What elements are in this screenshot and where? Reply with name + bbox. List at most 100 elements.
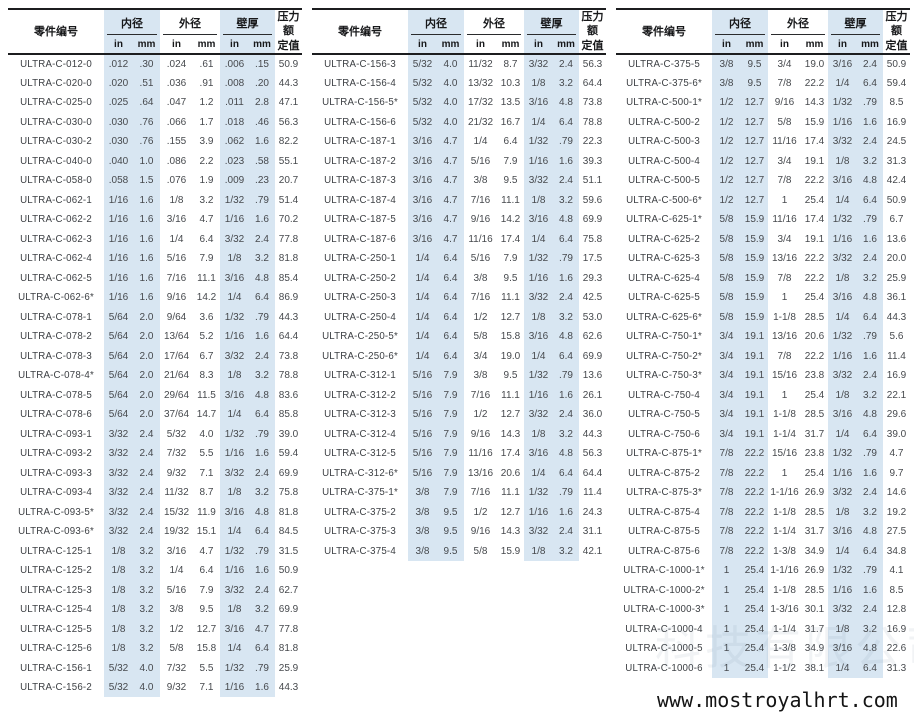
col-header-outer-diameter: 外径: [160, 9, 220, 35]
value-cell: 1/2: [712, 170, 741, 191]
col-header-mm: mm: [193, 35, 220, 55]
value-cell: 25.4: [804, 389, 825, 401]
table-row: ULTRA-C-875-6 7/8 22.2 1-3/8 34.9 1/4 6.4 34.8: [616, 541, 910, 561]
value-cell: .008: [220, 73, 249, 93]
table-row: ULTRA-C-030-0 .030.76 .066 1.7 .018.46 56.3: [8, 112, 302, 132]
table-row: ULTRA-C-750-6 3/4 19.1 1-1/4 31.7 1/4 6.4 39.0: [616, 424, 910, 444]
value-cell: 3/8: [408, 521, 437, 542]
value-cell: 5/64: [104, 404, 133, 425]
value-cell: 4.7: [889, 448, 904, 460]
part-number-cell: ULTRA-C-375-2: [324, 506, 396, 518]
table-row: ULTRA-C-250-6* 1/4 6.4 3/4 19.0 1/4 6.4 69.9: [312, 346, 606, 366]
value-cell: 4.8: [249, 268, 275, 288]
value-cell: 56.3: [278, 116, 299, 128]
part-number-cell: ULTRA-C-125-3: [20, 584, 92, 596]
value-cell: 1: [712, 580, 741, 600]
value-cell: 4.8: [249, 502, 275, 522]
table-row: ULTRA-C-125-4 1/8 3.2 3/8 9.5 1/8 3.2 69.9: [8, 599, 302, 620]
value-cell: 19.0: [804, 58, 825, 70]
value-cell: 9.5: [437, 502, 464, 522]
value-cell: 69.9: [582, 350, 603, 362]
value-cell: 1/32: [524, 482, 553, 503]
value-cell: 19.1: [804, 233, 825, 245]
value-cell: 25.9: [278, 662, 299, 674]
value-cell: 3.2: [133, 541, 160, 561]
table-row: ULTRA-C-1000-4 1 25.4 1-1/4 31.7 1/8 3.2 16.9: [616, 619, 910, 639]
value-cell: 5/16: [166, 584, 187, 596]
value-cell: 5/8: [712, 268, 741, 288]
value-cell: .79: [553, 131, 579, 152]
table-row: ULTRA-C-125-6 1/8 3.2 5/8 15.8 1/4 6.4 81.8: [8, 638, 302, 659]
value-cell: 3.2: [133, 638, 160, 659]
value-cell: 3/32: [828, 599, 857, 620]
value-cell: 17.5: [582, 253, 603, 265]
value-cell: 24.3: [582, 506, 603, 518]
value-cell: 3.2: [133, 560, 160, 581]
value-cell: .76: [133, 131, 160, 152]
value-cell: 6.4: [437, 248, 464, 269]
table-row: ULTRA-C-125-2 1/8 3.2 1/4 6.4 1/16 1.6 50.9: [8, 560, 302, 581]
part-number-cell: ULTRA-C-500-4: [628, 155, 700, 167]
table-row: ULTRA-C-078-3 5/64 2.0 17/64 6.7 3/32 2.4 73.8: [8, 346, 302, 366]
value-cell: .61: [199, 58, 214, 70]
value-cell: 3.2: [133, 599, 160, 620]
value-cell: 11.9: [197, 506, 216, 518]
value-cell: 15.9: [741, 229, 768, 249]
value-cell: 1/8: [220, 365, 249, 386]
table-row: ULTRA-C-1000-1* 1 25.4 1-1/16 26.9 1/32.79 4.1: [616, 560, 910, 581]
value-cell: 7/16: [470, 487, 491, 499]
value-cell: 5/8: [712, 209, 741, 230]
value-cell: 19.2: [886, 506, 907, 518]
value-cell: 1/8: [220, 599, 249, 620]
value-cell: 2.4: [553, 521, 579, 542]
value-cell: 31.7: [804, 428, 825, 440]
col-header-in: in: [104, 35, 133, 55]
value-cell: 3/32: [524, 53, 553, 74]
value-cell: 25.4: [804, 467, 825, 479]
part-number-cell: ULTRA-C-875-5: [628, 526, 700, 538]
value-cell: 1-3/8: [773, 643, 796, 655]
table-row: ULTRA-C-093-5* 3/32 2.4 15/32 11.9 3/16 4.8 81.…: [8, 502, 302, 522]
table-row: ULTRA-C-062-5 1/16 1.6 7/16 11.1 3/16 4.8 85.4: [8, 268, 302, 288]
value-cell: 4.8: [553, 209, 579, 230]
value-cell: 1.6: [857, 112, 883, 132]
value-cell: 4.0: [133, 677, 160, 698]
col-header-outer-diameter: 外径: [464, 9, 524, 35]
value-cell: 21/32: [467, 116, 494, 128]
value-cell: 19.1: [804, 155, 825, 167]
value-cell: 19.1: [741, 385, 768, 405]
value-cell: 1/2: [473, 409, 488, 421]
value-cell: 1/8: [524, 190, 553, 210]
table-row: ULTRA-C-625-5 5/8 15.9 1 25.4 3/16 4.8 36.1: [616, 287, 910, 308]
value-cell: 3/8: [473, 175, 488, 187]
part-number-cell: ULTRA-C-750-4: [628, 389, 700, 401]
value-cell: 81.8: [278, 506, 299, 518]
part-number-cell: ULTRA-C-375-5: [628, 58, 700, 70]
value-cell: 28.5: [804, 409, 825, 421]
part-number-cell: ULTRA-C-312-5: [324, 448, 396, 460]
part-number-cell: ULTRA-C-500-6*: [626, 194, 702, 206]
value-cell: 9/16: [470, 428, 491, 440]
part-number-cell: ULTRA-C-750-2*: [626, 350, 702, 362]
value-cell: 3/16: [524, 209, 553, 230]
value-cell: 12.7: [741, 151, 768, 171]
value-cell: 11.1: [501, 194, 520, 206]
value-cell: 22.3: [582, 136, 603, 148]
value-cell: 4.7: [199, 545, 214, 557]
value-cell: 1/2: [473, 506, 488, 518]
value-cell: 1: [781, 467, 788, 479]
value-cell: 5/16: [470, 253, 491, 265]
value-cell: 3/4: [712, 365, 741, 386]
value-cell: 19.0: [500, 350, 521, 362]
value-cell: 4.8: [553, 326, 579, 347]
value-cell: 5/64: [104, 385, 133, 405]
value-cell: .46: [249, 112, 275, 132]
value-cell: 2.8: [249, 92, 275, 113]
table-row: ULTRA-C-156-6 5/32 4.0 21/32 16.7 1/4 6.4 78.8: [312, 112, 606, 132]
value-cell: 1/16: [524, 502, 553, 522]
part-number-cell: ULTRA-C-012-0: [20, 58, 92, 70]
value-cell: 5/16: [470, 155, 491, 167]
col-header-in: in: [524, 35, 553, 55]
value-cell: 3.2: [133, 580, 160, 600]
value-cell: .79: [553, 365, 579, 386]
